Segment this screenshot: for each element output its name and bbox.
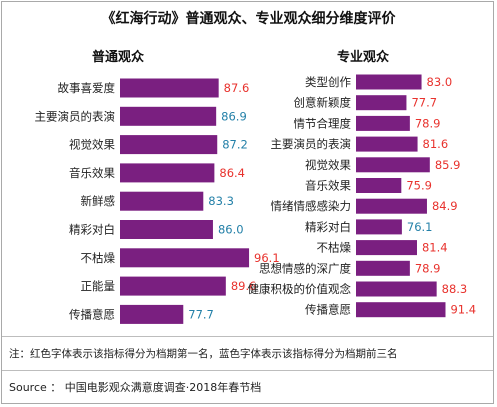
value-label: 84.9 xyxy=(432,199,458,213)
value-label: 78.9 xyxy=(415,261,441,275)
bar xyxy=(356,178,402,193)
divider-bottom xyxy=(2,370,493,371)
bar xyxy=(356,260,410,276)
bar xyxy=(120,106,217,126)
bar xyxy=(356,219,402,235)
bar xyxy=(120,135,218,155)
general-audience-title: 普通观众 xyxy=(92,50,145,65)
category-label: 思想情感的深广度 xyxy=(259,261,351,275)
source-text: Source ： 中国电影观众满意度调查·2018年春节档 xyxy=(9,381,262,394)
value-label: 86.9 xyxy=(221,109,247,123)
chart-title: 《红海行动》普通观众、专业观众细分维度评价 xyxy=(101,11,396,27)
category-label: 视觉效果 xyxy=(69,138,115,152)
bar xyxy=(356,240,417,256)
category-label: 情节合理度 xyxy=(294,116,352,130)
value-label: 77.7 xyxy=(188,307,214,321)
category-label: 精彩对白 xyxy=(69,223,115,237)
value-label: 83.0 xyxy=(427,75,453,89)
category-label: 故事喜爱度 xyxy=(58,81,116,95)
bar xyxy=(356,136,418,152)
footnote: 注：红色字体表示该指标得分为档期第一名，蓝色字体表示该指标得分为档期前三名 xyxy=(9,348,398,360)
category-label: 类型创作 xyxy=(305,75,351,89)
value-label: 78.9 xyxy=(415,116,441,130)
divider-top xyxy=(2,336,493,337)
value-label: 86.0 xyxy=(218,223,244,237)
general-audience-chart: 故事喜爱度 87.6 主要演员的表演 86.9 视觉效果 87.2 音乐效果 86.4 新鲜感 8… xyxy=(35,78,280,324)
bar xyxy=(120,304,184,324)
category-label: 主要演员的表演 xyxy=(35,109,116,123)
category-label: 视觉效果 xyxy=(305,158,351,172)
value-label: 96.1 xyxy=(254,251,280,265)
category-label: 健康积极的价值观念 xyxy=(248,282,352,296)
professional-audience-chart: 类型创作 83.0 创意新颖度 77.7 情节合理度 78.9 主要演员的表演 81.6 视觉效… xyxy=(248,74,476,318)
value-label: 88.3 xyxy=(442,282,468,296)
bar xyxy=(356,302,446,318)
value-label: 81.6 xyxy=(423,137,449,151)
category-label: 精彩对白 xyxy=(305,220,351,234)
category-label: 正能量 xyxy=(81,279,116,293)
value-label: 89.6 xyxy=(231,279,257,293)
bar xyxy=(356,281,437,297)
value-label: 86.4 xyxy=(219,166,245,180)
category-label: 新鲜感 xyxy=(81,194,116,208)
bar xyxy=(356,74,422,90)
bar xyxy=(120,163,215,183)
category-label: 创意新颖度 xyxy=(294,96,352,110)
bar xyxy=(120,276,226,296)
value-label: 81.4 xyxy=(422,241,448,255)
bar xyxy=(356,95,407,111)
bar xyxy=(120,191,204,211)
category-label: 音乐效果 xyxy=(69,166,115,180)
bar xyxy=(120,220,213,239)
bar xyxy=(120,78,219,98)
bar xyxy=(356,198,427,214)
professional-audience-title: 专业观众 xyxy=(337,50,390,65)
value-label: 83.3 xyxy=(208,194,234,208)
value-label: 85.9 xyxy=(435,158,461,172)
category-label: 情绪情感感染力 xyxy=(271,199,352,213)
bar xyxy=(356,115,410,131)
value-label: 77.7 xyxy=(411,96,437,110)
value-label: 91.4 xyxy=(450,303,476,317)
category-label: 传播意愿 xyxy=(69,307,115,321)
category-label: 音乐效果 xyxy=(305,179,351,193)
category-label: 不枯燥 xyxy=(317,241,352,255)
bar xyxy=(356,157,430,173)
value-label: 87.6 xyxy=(224,81,250,95)
value-label: 75.9 xyxy=(406,179,432,193)
category-label: 主要演员的表演 xyxy=(271,137,352,151)
value-label: 76.1 xyxy=(407,220,433,234)
category-label: 传播意愿 xyxy=(305,303,351,317)
category-label: 不枯燥 xyxy=(81,251,116,265)
value-label: 87.2 xyxy=(222,138,248,152)
bar xyxy=(120,248,250,268)
